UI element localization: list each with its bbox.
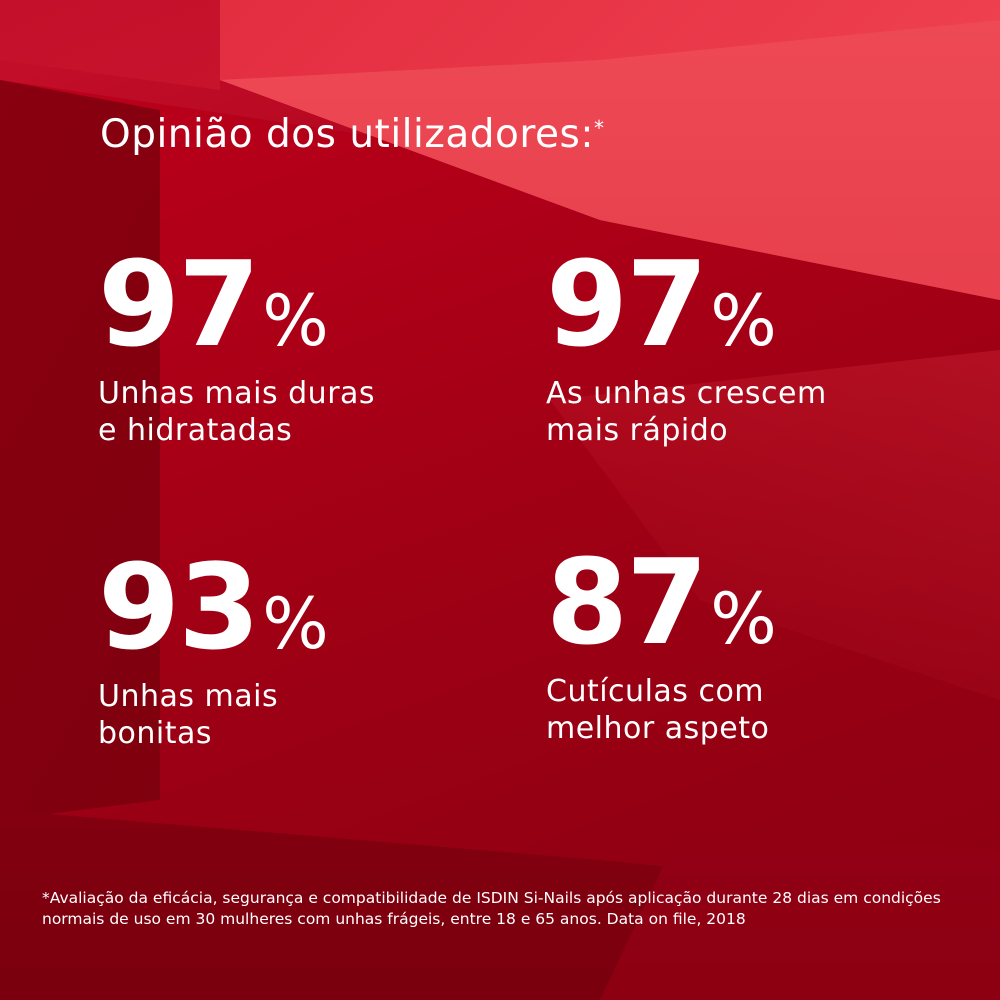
- stat-unit: %: [710, 280, 777, 362]
- stat-value: 93: [98, 538, 260, 676]
- stat-label: As unhas crescem mais rápido: [546, 376, 827, 448]
- page-title: Opinião dos utilizadores:*: [100, 112, 605, 157]
- stat-harder-nails: 97% Unhas mais duras e hidratadas: [98, 245, 375, 449]
- stat-value: 87: [546, 533, 708, 671]
- stat-label: Unhas mais bonitas: [98, 679, 279, 751]
- stat-label: Unhas mais duras e hidratadas: [98, 376, 376, 448]
- stat-label: Cutículas com melhor aspeto: [546, 674, 770, 746]
- stat-value: 97: [98, 235, 260, 373]
- stat-better-cuticles: 87% Cutículas com melhor aspeto: [546, 543, 777, 747]
- stat-value: 97: [546, 235, 708, 373]
- stat-prettier-nails: 93% Unhas mais bonitas: [98, 548, 329, 752]
- footnote: *Avaliação da eficácia, segurança e comp…: [42, 889, 941, 928]
- stat-unit: %: [262, 280, 329, 362]
- stat-faster-growth: 97% As unhas crescem mais rápido: [546, 245, 827, 449]
- stat-unit: %: [262, 583, 329, 665]
- stat-unit: %: [710, 578, 777, 660]
